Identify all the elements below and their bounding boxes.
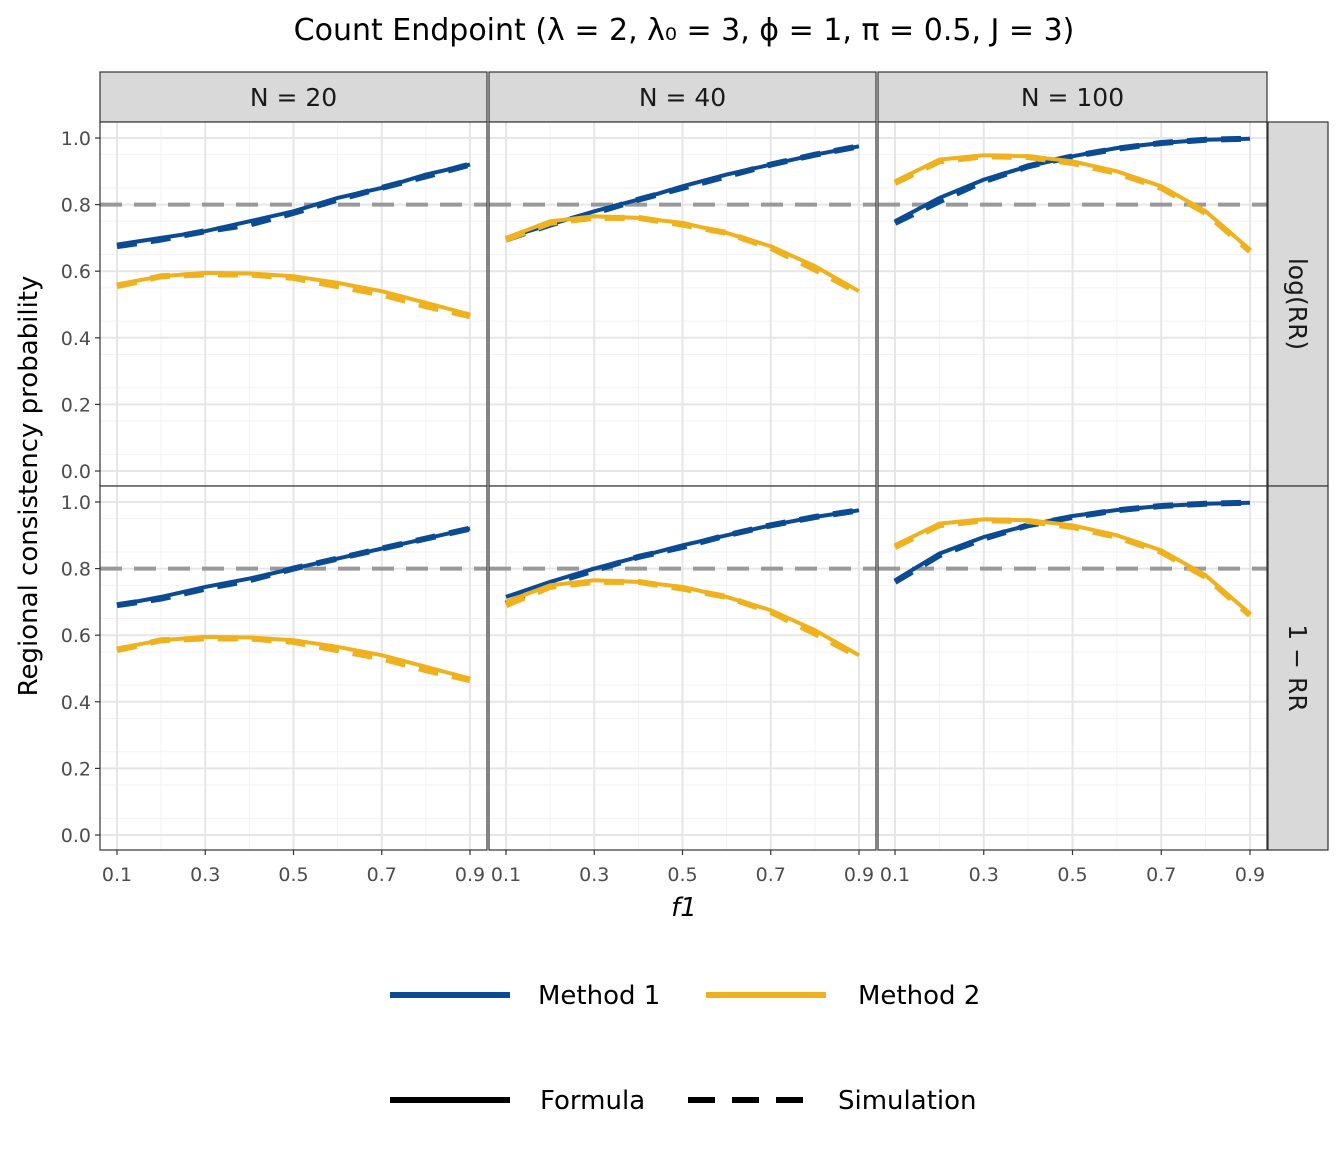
x-tick-label: 0.5	[667, 864, 697, 886]
panel: 0.1 0.3 0.5 0.7 0.9	[877, 485, 1268, 886]
x-tick-label: 0.9	[844, 864, 874, 886]
y-tick-label: 1.0	[61, 492, 91, 514]
x-axis-label: f1	[671, 893, 697, 923]
series-line-method-2-simulation	[893, 153, 1252, 254]
legend: Method 1 Method 2 Formula Simulation	[390, 981, 980, 1116]
series-line-method-1-simulation	[893, 499, 1251, 585]
y-tick-label: 0.0	[61, 825, 91, 847]
series-line-method-2-simulation	[116, 271, 471, 320]
facet-strip-col-label: N = 20	[250, 83, 337, 112]
x-tick-label: 0.1	[491, 864, 521, 886]
legend-label: Simulation	[838, 1086, 977, 1116]
panel: 0.0 0.2 0.4 0.6 0.8 1.0	[61, 121, 488, 487]
panel	[877, 121, 1268, 487]
x-tick-label: 0.7	[367, 864, 397, 886]
y-tick-label: 0.8	[61, 195, 91, 217]
chart-title: Count Endpoint (λ = 2, λ₀ = 3, ϕ = 1, π …	[294, 13, 1075, 48]
x-tick-label: 0.3	[969, 864, 999, 886]
y-tick-label: 0.8	[61, 559, 91, 581]
series-line-method-2-simulation	[504, 578, 861, 660]
x-tick-label: 0.9	[455, 864, 485, 886]
x-tick-label: 0.3	[579, 864, 609, 886]
x-tick-label: 0.5	[1057, 864, 1087, 886]
series-line-method-1-simulation	[893, 135, 1251, 226]
legend-label: Formula	[540, 1086, 645, 1116]
facet-strip-col	[877, 71, 1268, 123]
y-tick-label: 0.4	[61, 328, 91, 350]
facet-strip-col-label: N = 40	[639, 83, 726, 112]
y-tick-label: 0.0	[61, 461, 91, 483]
facet-strip-row-label: 1 − RR	[1283, 624, 1312, 712]
x-tick-label: 0.1	[102, 864, 132, 886]
x-tick-label: 0.7	[756, 864, 786, 886]
y-tick-label: 0.2	[61, 758, 91, 780]
series-line-method-2-simulation	[504, 214, 861, 296]
series-line-method-1-simulation	[116, 161, 471, 250]
facet-strip-col-label: N = 100	[1021, 83, 1124, 112]
panel	[488, 121, 877, 487]
facet-strip-row	[1267, 121, 1329, 487]
series-line-method-1-simulation	[116, 525, 471, 609]
legend-label: Method 2	[858, 981, 980, 1011]
y-tick-label: 1.0	[61, 128, 91, 150]
facet-strip-col	[99, 71, 488, 123]
series-line-method-1-simulation	[505, 143, 860, 243]
y-axis-label: Regional consistency probability	[14, 276, 44, 697]
x-tick-label: 0.7	[1146, 864, 1176, 886]
y-tick-label: 0.6	[61, 625, 91, 647]
facet-strip-row-label: log(RR)	[1283, 258, 1312, 350]
facet-strip-col	[488, 71, 877, 123]
x-tick-label: 0.9	[1235, 864, 1265, 886]
series-line-method-2-simulation	[116, 635, 471, 684]
x-tick-label: 0.5	[278, 864, 308, 886]
series-line-method-2-simulation	[893, 517, 1252, 618]
y-tick-label: 0.2	[61, 394, 91, 416]
series-line-method-1-simulation	[504, 507, 860, 607]
panel: 0.0 0.2 0.4 0.6 0.8 1.0 0.1 0.3 0.5 0.7 0.9	[61, 485, 488, 886]
y-tick-label: 0.4	[61, 692, 91, 714]
panel: 0.1 0.3 0.5 0.7 0.9	[488, 485, 877, 886]
x-tick-label: 0.1	[880, 864, 910, 886]
y-tick-label: 0.6	[61, 261, 91, 283]
facet-strip-row	[1267, 485, 1329, 851]
legend-label: Method 1	[538, 981, 660, 1011]
x-tick-label: 0.3	[190, 864, 220, 886]
